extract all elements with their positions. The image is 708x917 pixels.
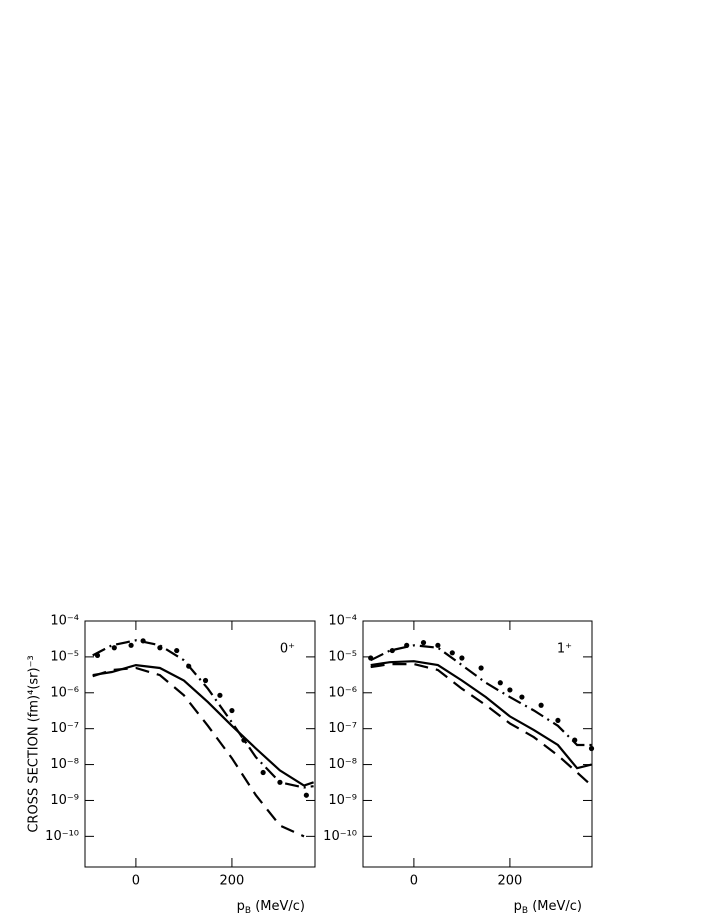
- y-tick-label: 10⁻⁷: [328, 721, 357, 736]
- y-tick-label: 10⁻⁵: [50, 649, 79, 664]
- y-tick-label: 10⁻⁶: [50, 685, 79, 700]
- data-point: [572, 737, 578, 743]
- y-tick-label: 10⁻¹⁰: [45, 829, 79, 844]
- y-tick-label: 10⁻⁹: [50, 793, 79, 808]
- y-tick-label: 10⁻⁴: [50, 614, 79, 629]
- data-point: [588, 745, 595, 752]
- data-point: [217, 692, 223, 698]
- data-point: [389, 647, 395, 654]
- curve: [370, 660, 592, 770]
- panel-label: 0⁺: [280, 642, 295, 657]
- data-point: [519, 694, 525, 700]
- data-point: [241, 737, 247, 743]
- x-tick-label: 200: [220, 874, 245, 889]
- data-point: [277, 779, 283, 785]
- curve: [92, 663, 314, 787]
- data-point: [303, 792, 309, 798]
- x-tick-label: 200: [497, 874, 522, 889]
- data-point: [507, 687, 513, 693]
- x-tick-label: 0: [132, 874, 140, 889]
- data-point: [449, 650, 455, 656]
- x-tick-label: 0: [410, 874, 418, 889]
- y-tick-label: 10⁻⁸: [50, 757, 79, 772]
- plot-frame: [362, 620, 593, 868]
- data-point: [140, 638, 146, 644]
- data-point: [420, 640, 427, 646]
- curve: [92, 666, 305, 838]
- data-point: [497, 680, 503, 686]
- data-point: [555, 717, 561, 724]
- data-point: [478, 665, 484, 671]
- data-point: [94, 652, 101, 659]
- data-point: [157, 645, 163, 651]
- data-point: [459, 655, 465, 661]
- data-point: [368, 655, 374, 661]
- panel-label: 1⁺: [557, 642, 572, 657]
- data-point: [128, 642, 134, 648]
- curve: [370, 663, 593, 787]
- data-point: [538, 702, 544, 708]
- y-axis-title: CROSS SECTION (fm)⁴(sr)⁻³: [27, 655, 42, 832]
- y-tick-label: 10⁻⁹: [328, 793, 357, 808]
- curve: [370, 644, 592, 747]
- data-point: [229, 707, 235, 714]
- data-point: [404, 642, 410, 648]
- data-point: [435, 642, 441, 648]
- curve: [92, 639, 314, 789]
- y-tick-label: 10⁻⁴: [328, 614, 357, 629]
- plot-frame: [84, 620, 316, 868]
- x-axis-title: pB (MeV/c): [237, 899, 305, 916]
- y-tick-label: 10⁻⁶: [328, 685, 357, 700]
- data-point: [111, 645, 117, 651]
- data-point: [260, 769, 266, 776]
- y-tick-label: 10⁻⁸: [328, 757, 357, 772]
- y-tick-label: 10⁻¹⁰: [323, 829, 357, 844]
- data-point: [186, 663, 192, 669]
- y-tick-label: 10⁻⁷: [50, 721, 79, 736]
- data-point: [202, 677, 209, 684]
- x-axis-title: pB (MeV/c): [514, 899, 582, 916]
- y-tick-label: 10⁻⁵: [328, 649, 357, 664]
- data-point: [174, 647, 180, 654]
